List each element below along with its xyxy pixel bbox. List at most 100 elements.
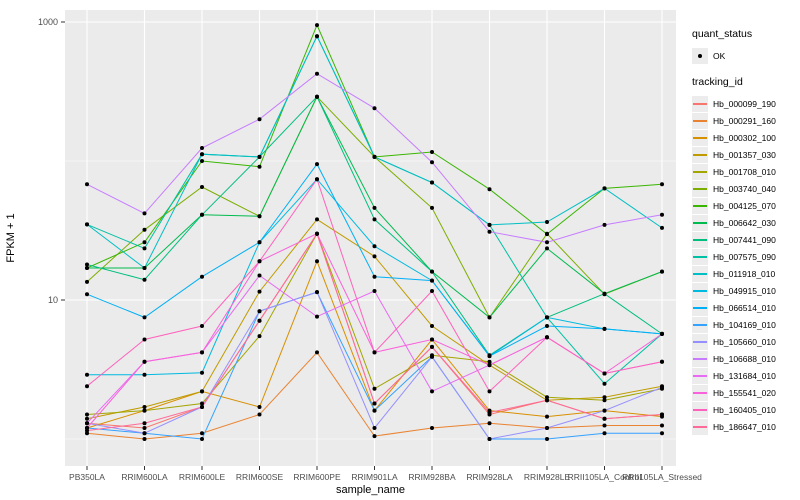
data-point	[545, 395, 549, 400]
data-point	[430, 344, 434, 349]
data-point	[257, 164, 262, 169]
legend-item-label: Hb_000099_190	[713, 98, 776, 109]
data-point	[372, 106, 377, 111]
data-point	[257, 259, 262, 264]
legend-item-Hb_003740_040: Hb_003740_040	[692, 180, 798, 197]
data-point	[430, 269, 434, 274]
data-point	[487, 410, 492, 415]
legend-item-Hb_004125_070: Hb_004125_070	[692, 197, 798, 214]
line-key-icon	[692, 367, 708, 384]
data-point	[430, 160, 434, 165]
data-point	[315, 34, 319, 39]
data-point	[142, 337, 147, 342]
data-point	[372, 426, 377, 430]
line-key-icon	[692, 401, 708, 418]
legend-item-label: Hb_049915_010	[713, 285, 776, 296]
data-point	[487, 389, 492, 394]
line-key-icon	[692, 248, 708, 265]
legend-item-label: Hb_011918_010	[713, 268, 776, 279]
data-point	[200, 437, 204, 441]
data-point	[85, 266, 89, 270]
line-key-icon	[692, 316, 708, 333]
legend-item-Hb_160405_010: Hb_160405_010	[692, 401, 798, 418]
data-point	[200, 212, 204, 217]
data-point	[200, 185, 204, 189]
data-point	[602, 381, 607, 386]
line-key-icon	[692, 163, 708, 180]
data-point	[372, 350, 377, 355]
data-point	[142, 408, 147, 413]
data-point	[660, 331, 664, 336]
x-tick-label: RRIM928LE	[524, 472, 571, 482]
data-point	[602, 408, 607, 413]
data-point	[257, 154, 262, 159]
legend-item-Hb_049915_010: Hb_049915_010	[692, 282, 798, 299]
data-point	[142, 431, 147, 436]
legend-item-Hb_001357_030: Hb_001357_030	[692, 146, 798, 163]
line-key-icon	[692, 231, 708, 248]
panel-background	[65, 10, 676, 466]
x-tick-label: RRII105LA_Stressed	[622, 472, 702, 482]
x-tick-label: RRIM928BA	[408, 472, 456, 482]
data-point	[142, 437, 147, 441]
data-point	[315, 71, 319, 76]
legend-item-Hb_131684_010: Hb_131684_010	[692, 367, 798, 384]
data-point	[372, 274, 377, 279]
data-point	[85, 384, 89, 389]
legend-item-Hb_000302_100: Hb_000302_100	[692, 129, 798, 146]
legend-item-label: Hb_001708_010	[713, 166, 776, 177]
data-point	[545, 240, 549, 245]
data-point	[142, 227, 147, 232]
data-point	[660, 423, 664, 428]
data-point	[85, 372, 89, 377]
x-tick-label: RRIM600LA	[121, 472, 168, 482]
data-point	[200, 405, 204, 409]
line-key-icon	[692, 214, 708, 231]
data-point	[660, 182, 664, 187]
data-point	[85, 182, 89, 187]
legend-item-Hb_104169_010: Hb_104169_010	[692, 316, 798, 333]
data-point	[142, 405, 147, 409]
data-point	[315, 314, 319, 319]
data-point	[430, 205, 434, 210]
x-tick-label: PB350LA	[69, 472, 105, 482]
data-point	[487, 229, 492, 234]
data-point	[487, 363, 492, 368]
data-point	[372, 205, 377, 210]
data-point	[487, 437, 492, 441]
data-point	[602, 326, 607, 331]
data-point	[257, 273, 262, 278]
data-point	[315, 94, 319, 99]
line-key-icon	[692, 112, 708, 129]
x-tick-label: RRIM928LA	[466, 472, 513, 482]
legend-tracking-items: Hb_000099_190 Hb_000291_160 Hb_000302_100 H…	[692, 95, 798, 435]
data-point	[602, 416, 607, 421]
y-axis-title: FPKM + 1	[5, 213, 17, 262]
data-point	[85, 421, 89, 426]
legend-item-Hb_000099_190: Hb_000099_190	[692, 95, 798, 112]
data-point	[200, 159, 204, 163]
data-point	[372, 289, 377, 293]
data-point	[85, 292, 89, 297]
data-point	[142, 372, 147, 377]
legend-item-label: Hb_066514_010	[713, 302, 776, 313]
data-point	[257, 334, 262, 339]
data-point	[660, 385, 664, 390]
legend-item-label: OK	[713, 50, 726, 61]
data-point	[257, 318, 262, 323]
data-point	[545, 398, 549, 403]
data-point	[257, 405, 262, 409]
data-point	[602, 222, 607, 227]
data-point	[660, 225, 664, 230]
data-point	[315, 217, 319, 222]
data-point	[200, 389, 204, 394]
data-point	[85, 416, 89, 421]
data-point	[372, 408, 377, 413]
data-point	[372, 244, 377, 249]
data-point	[487, 354, 492, 359]
data-point	[545, 324, 549, 328]
data-point	[200, 401, 204, 406]
legend-item-ok: OK	[692, 47, 798, 64]
data-point	[85, 222, 89, 227]
